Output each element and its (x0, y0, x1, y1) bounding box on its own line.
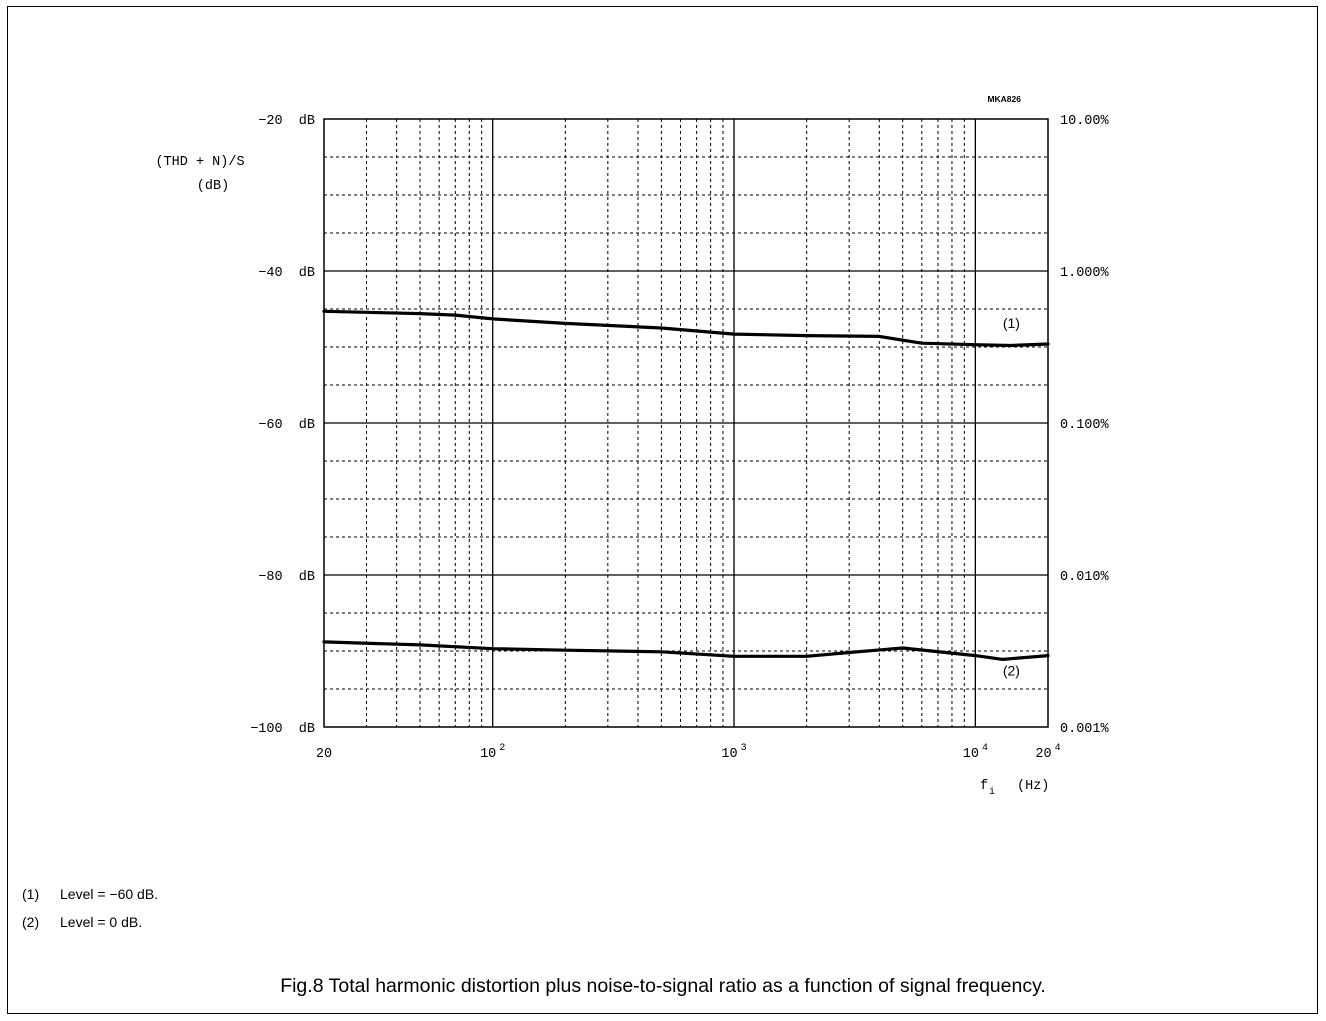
minor-grid (324, 119, 1048, 727)
figure-frame (7, 6, 1318, 1014)
note-1-number: (1) (22, 886, 40, 902)
y-tick-label-left: −100 dB (250, 722, 315, 737)
figure-caption: Fig.8 Total harmonic distortion plus noi… (280, 975, 1046, 997)
y-tick-label-right: 10.00% (1060, 114, 1110, 129)
tick-labels: −20 dB −40 dB −60 dB −80 dB −100 dB 10.00% 1.0… (250, 114, 1109, 762)
y-tick-label-right: 0.100% (1060, 418, 1110, 433)
y-tick-label-left: −80 dB (258, 570, 315, 585)
note-2-text: Level = 0 dB. (60, 914, 143, 930)
major-grid (324, 119, 1048, 727)
x-axis-label-unit: (Hz) (1017, 779, 1049, 794)
y-tick-label-right: 0.001% (1060, 722, 1110, 737)
x-axis-label: f i (Hz) (980, 779, 1049, 798)
series-label-1: (1) (1003, 315, 1020, 331)
y-tick-label-left: −60 dB (258, 418, 315, 433)
series-line-2 (322, 640, 1050, 662)
y-axis-label-line2: (dB) (197, 179, 229, 194)
x-axis-label-f: f (980, 779, 988, 794)
y-tick-label-right: 0.010% (1060, 570, 1110, 585)
x-axis-label-sub: i (989, 786, 995, 798)
y-tick-label-right: 1.000% (1060, 266, 1110, 281)
series-label-2: (2) (1003, 662, 1020, 678)
plot-border (323, 118, 1049, 728)
note-1-text: Level = −60 dB. (60, 886, 159, 902)
y-tick-label-left: −40 dB (258, 266, 315, 281)
x-tick-label: 10 2 (480, 743, 505, 762)
note-1: (1) Level = −60 dB. (22, 886, 158, 902)
figure-id: MKA826 (987, 94, 1021, 104)
x-tick-label: 10 3 (721, 743, 746, 762)
y-axis-label-line1: (THD + N)/S (155, 155, 244, 170)
y-tick-label-left: −20 dB (258, 114, 315, 129)
note-2-number: (2) (22, 914, 40, 930)
x-tick-label: 20 (316, 747, 332, 762)
note-2: (2) Level = 0 dB. (22, 914, 142, 930)
x-tick-label: 10 4 (963, 743, 988, 762)
series-lines: (1) (2) (322, 309, 1050, 678)
series-line-1 (322, 309, 1050, 348)
x-tick-label: 20 4 (1035, 743, 1060, 762)
